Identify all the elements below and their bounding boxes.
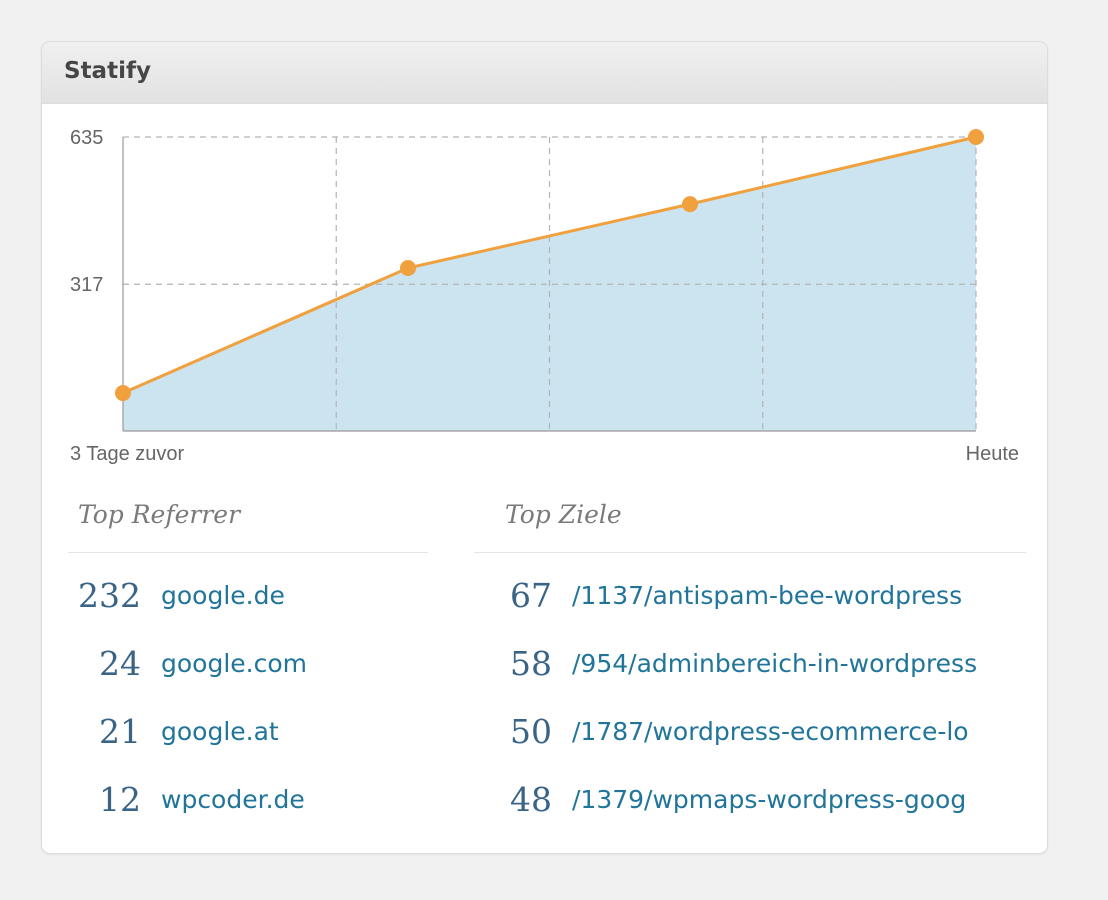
target-row: 58 /954/adminbereich-in-wordpress (474, 630, 1024, 698)
target-row: 48 /1379/wpmaps-wordpress-goog (474, 766, 1024, 834)
referrer-count: 232 (78, 576, 141, 615)
widget-title: Statify (64, 58, 151, 84)
referrer-row: 24 google.com (68, 630, 428, 698)
data-point (400, 260, 416, 277)
referrer-count: 12 (99, 780, 141, 819)
referrer-link[interactable]: wpcoder.de (161, 785, 305, 814)
top-ziele-divider (474, 552, 1026, 553)
top-ziele-title: Top Ziele (505, 500, 622, 529)
top-referrer-divider (68, 552, 428, 553)
referrer-count: 24 (99, 644, 141, 683)
referrer-row: 21 google.at (68, 698, 428, 766)
target-link[interactable]: /954/adminbereich-in-wordpress (572, 649, 978, 678)
target-count: 67 (510, 576, 552, 615)
data-point (682, 196, 698, 213)
top-referrer-title: Top Referrer (78, 500, 241, 529)
referrer-row: 12 wpcoder.de (68, 766, 428, 834)
x-end-label: Heute (966, 443, 1019, 465)
chart-axes (122, 137, 977, 432)
target-link[interactable]: /1379/wpmaps-wordpress-goog (572, 785, 967, 814)
data-point (115, 385, 131, 402)
statify-widget: Statify 317 635 3 Tage zuvor Heute Top Refe… (41, 41, 1048, 854)
referrer-link[interactable]: google.at (161, 717, 279, 746)
x-start-label: 3 Tage zuvor (70, 443, 184, 465)
target-count: 50 (510, 712, 552, 751)
chart-labels: 317 635 3 Tage zuvor Heute (70, 127, 1019, 465)
target-count: 48 (510, 780, 552, 819)
top-ziele-list: 67 /1137/antispam-bee-wordpress 58 /954/… (474, 562, 1024, 834)
target-link[interactable]: /1137/antispam-bee-wordpress (572, 581, 963, 610)
referrer-link[interactable]: google.com (161, 649, 307, 678)
target-row: 67 /1137/antispam-bee-wordpress (474, 562, 1024, 630)
target-link[interactable]: /1787/wordpress-ecommerce-lo (572, 717, 969, 746)
referrer-count: 21 (99, 712, 141, 751)
y-tick-label: 317 (70, 274, 103, 296)
target-row: 50 /1787/wordpress-ecommerce-lo (474, 698, 1024, 766)
target-count: 58 (510, 644, 552, 683)
referrer-row: 232 google.de (68, 562, 428, 630)
y-tick-label: 635 (70, 127, 103, 149)
chart-series-line (122, 135, 977, 395)
widget-header[interactable]: Statify (42, 42, 1047, 104)
chart-points (115, 129, 984, 402)
data-point (968, 129, 984, 145)
visits-chart: 317 635 3 Tage zuvor Heute (70, 127, 1019, 465)
referrer-link[interactable]: google.de (161, 581, 285, 610)
top-referrer-list: 232 google.de 24 google.com 21 google.at… (68, 562, 428, 834)
